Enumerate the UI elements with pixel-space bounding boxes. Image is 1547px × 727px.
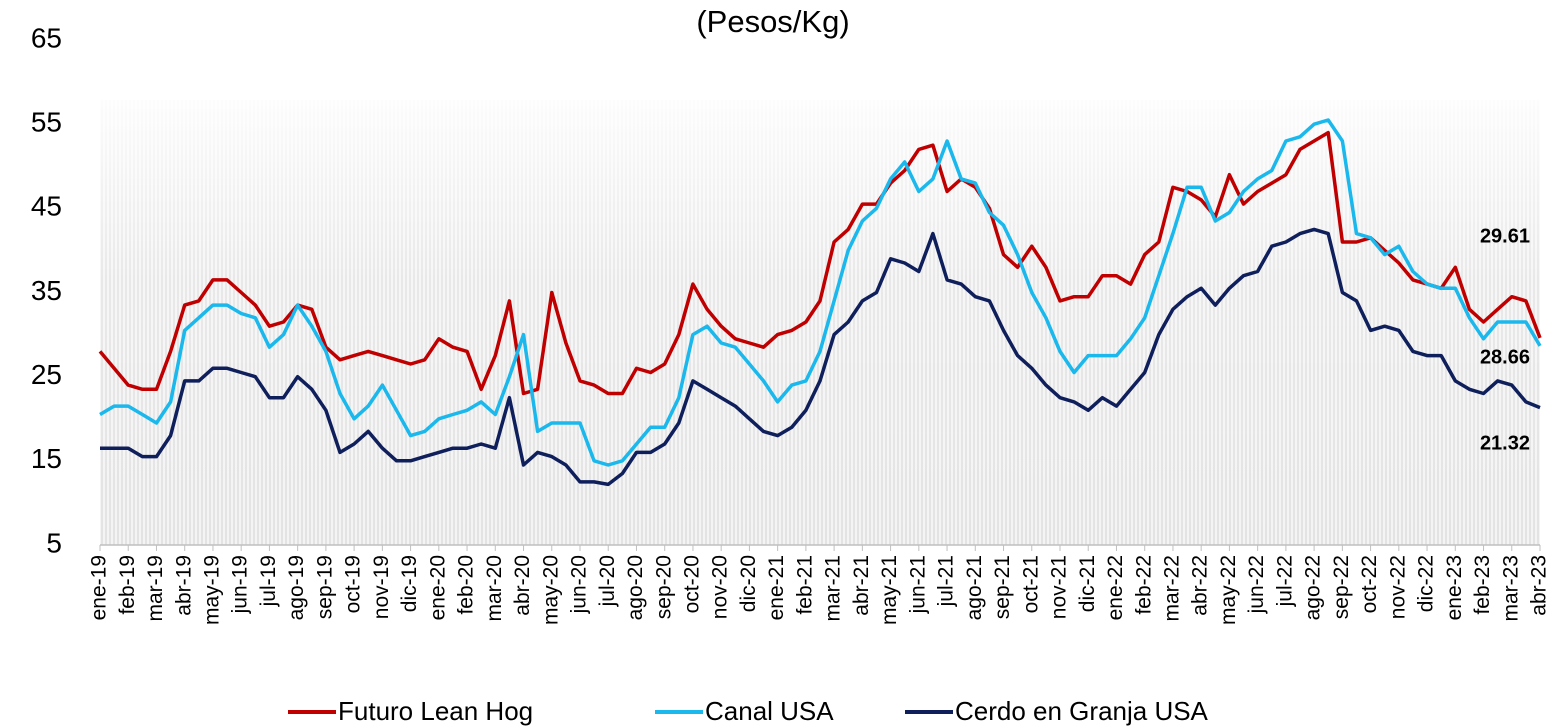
x-tick-label: abr-19 — [172, 555, 195, 616]
y-tick-label: 65 — [31, 22, 62, 53]
x-tick-label: jun-22 — [1245, 555, 1268, 614]
x-tick-label: sep-22 — [1330, 555, 1353, 619]
x-tick-label: jul-20 — [596, 555, 619, 607]
x-tick-label: oct-21 — [1019, 555, 1042, 613]
legend-label: Cerdo en Granja USA — [955, 696, 1209, 726]
x-tick-label: ene-22 — [1104, 555, 1127, 620]
x-tick-label: ago-20 — [624, 555, 647, 620]
x-tick-label: ene-23 — [1443, 555, 1466, 620]
x-tick-label: nov-22 — [1386, 555, 1409, 619]
y-tick-label: 25 — [31, 359, 62, 390]
x-tick-label: abr-23 — [1528, 555, 1547, 616]
y-tick-label: 35 — [31, 275, 62, 306]
x-tick-label: nov-21 — [1048, 555, 1071, 619]
x-tick-label: oct-22 — [1358, 555, 1381, 613]
x-tick-label: jun-19 — [229, 555, 252, 614]
series-line — [99, 118, 1542, 467]
y-tick-label: 5 — [46, 527, 62, 558]
x-tick-label: feb-19 — [116, 555, 139, 615]
x-tick-label: mar-23 — [1499, 555, 1522, 622]
x-tick-label: mar-20 — [483, 555, 506, 622]
x-tick-label: ene-20 — [426, 555, 449, 620]
x-tick-label: sep-19 — [313, 555, 336, 619]
plot-shade — [100, 100, 1540, 545]
x-tick-label: may-21 — [878, 555, 901, 625]
data-label: 21.32 — [1480, 432, 1530, 454]
x-tick-label: feb-22 — [1132, 555, 1155, 615]
x-tick-label: feb-21 — [793, 555, 816, 615]
x-tick-label: jul-19 — [257, 555, 280, 607]
x-tick-label: dic-19 — [398, 555, 421, 612]
x-tick-label: feb-20 — [455, 555, 478, 615]
data-label: 29.61 — [1480, 225, 1530, 247]
y-tick-label: 45 — [31, 191, 62, 222]
x-tick-label: abr-21 — [850, 555, 873, 616]
x-tick-label: dic-20 — [737, 555, 760, 612]
data-label: 28.66 — [1480, 346, 1530, 368]
x-tick-label: ago-21 — [963, 555, 986, 620]
x-tick-label: ene-21 — [765, 555, 788, 620]
x-tick-label: ago-22 — [1302, 555, 1325, 620]
y-tick-label: 55 — [31, 107, 62, 138]
x-tick-label: mar-19 — [144, 555, 167, 622]
x-tick-label: oct-19 — [342, 555, 365, 613]
x-tick-label: jun-20 — [568, 555, 591, 614]
x-tick-label: jun-21 — [906, 555, 929, 614]
x-tick-label: oct-20 — [680, 555, 703, 613]
x-tick-label: jul-22 — [1273, 555, 1296, 607]
x-tick-label: abr-22 — [1189, 555, 1212, 616]
x-tick-label: mar-22 — [1160, 555, 1183, 622]
series-line — [100, 227, 1541, 487]
legend-label: Futuro Lean Hog — [338, 696, 533, 726]
x-tick-label: dic-21 — [1076, 555, 1099, 612]
x-tick-label: dic-22 — [1415, 555, 1438, 612]
x-tick-label: nov-19 — [370, 555, 393, 619]
legend-label: Canal USA — [705, 696, 834, 726]
x-tick-label: ene-19 — [88, 555, 111, 620]
series-line — [98, 130, 1542, 396]
x-tick-label: may-20 — [539, 555, 562, 625]
x-tick-label: may-22 — [1217, 555, 1240, 625]
chart-subtitle: (Pesos/Kg) — [696, 4, 849, 39]
y-tick-label: 15 — [31, 443, 62, 474]
x-tick-label: jul-21 — [935, 555, 958, 607]
x-tick-label: sep-21 — [991, 555, 1014, 619]
x-tick-label: mar-21 — [822, 555, 845, 622]
x-tick-label: ago-19 — [285, 555, 308, 620]
x-tick-label: abr-20 — [511, 555, 534, 616]
x-tick-label: feb-23 — [1471, 555, 1494, 615]
x-tick-label: may-19 — [200, 555, 223, 625]
x-tick-label: sep-20 — [652, 555, 675, 619]
x-tick-label: nov-20 — [709, 555, 732, 619]
